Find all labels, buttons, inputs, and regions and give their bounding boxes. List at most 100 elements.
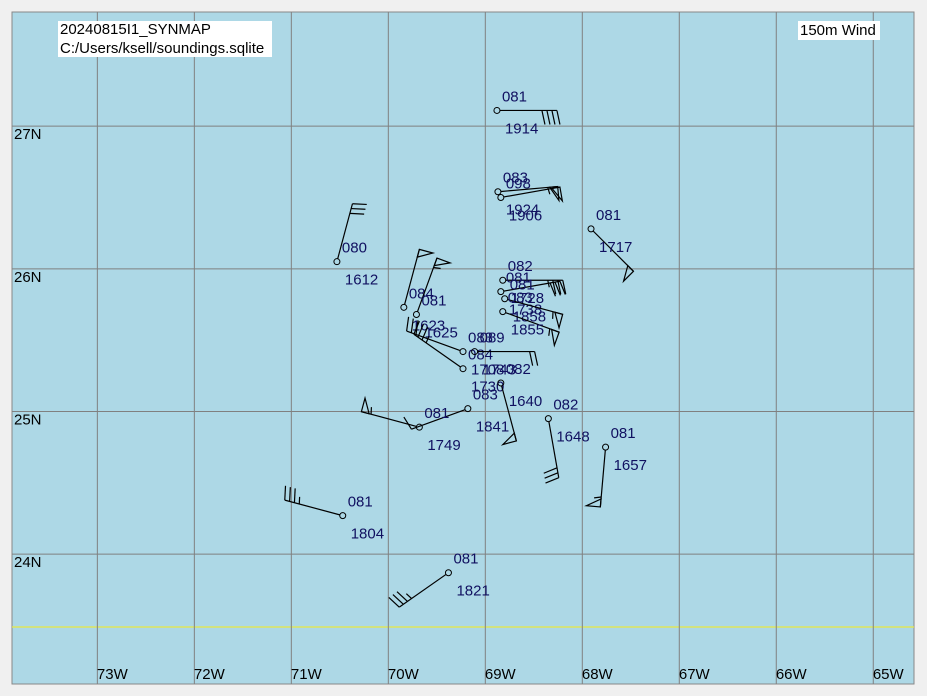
station-id: 081	[424, 405, 449, 422]
station-time: 1855	[511, 322, 544, 339]
lon-label: 70W	[388, 666, 420, 683]
station-time: 1648	[556, 429, 589, 446]
station-id: 083	[503, 170, 528, 187]
wind-barb	[503, 280, 566, 297]
station-marker	[544, 415, 552, 423]
station-marker	[499, 308, 507, 316]
lon-label: 71W	[291, 666, 323, 683]
barb-flag	[433, 257, 453, 267]
barb-full	[351, 207, 366, 210]
wind-barb	[584, 450, 606, 508]
barb-full	[289, 487, 291, 502]
station: 083 1855	[499, 290, 560, 348]
barb-full	[406, 316, 410, 332]
lat-label: 25N	[14, 411, 42, 428]
station-id: 081	[611, 425, 636, 442]
barb-full	[557, 280, 562, 295]
barb-full	[554, 281, 561, 296]
barb-flag	[550, 328, 560, 348]
station: 081 1738	[497, 270, 566, 319]
barb-flag	[500, 432, 518, 446]
station: 081 1717	[587, 207, 635, 284]
station-id: 081	[506, 270, 531, 287]
barb-full	[413, 320, 420, 335]
station-marker	[493, 106, 501, 114]
station: 081 1804	[284, 485, 384, 543]
station: 098 1906	[497, 175, 564, 224]
barb-flag	[416, 248, 436, 258]
station-time: 1657	[614, 457, 647, 474]
barb-shaft	[411, 409, 466, 430]
station-marker	[499, 276, 507, 284]
station-marker	[459, 348, 467, 356]
lat-label: 27N	[14, 126, 42, 143]
station-time: 1730	[471, 379, 504, 396]
barb-full	[417, 323, 425, 338]
station-time: 1708	[471, 362, 504, 379]
wind-barb	[507, 298, 564, 331]
lon-label: 72W	[194, 666, 226, 683]
wind-barb	[543, 421, 560, 484]
station: 083 1708	[406, 316, 504, 379]
station-time: 1906	[509, 207, 542, 224]
wind-barb	[360, 395, 417, 427]
station: 081 1821	[388, 551, 490, 608]
station-marker	[444, 569, 452, 577]
station: 081 1625	[412, 257, 458, 341]
station-marker	[501, 295, 509, 303]
station-time: 1858	[513, 309, 546, 326]
station: 081 1858	[501, 277, 564, 331]
map-source: C:/Users/ksell/soundings.sqlite	[60, 40, 264, 57]
station-marker	[412, 310, 420, 318]
wind-barb	[284, 485, 340, 516]
station-id: 081	[348, 494, 373, 511]
barb-full	[541, 110, 546, 125]
barb-full	[410, 318, 414, 333]
station-time: 1738	[509, 302, 542, 319]
barb-half	[548, 328, 551, 336]
station-time: 1743	[483, 362, 516, 379]
lon-label: 67W	[679, 666, 711, 683]
barb-full	[392, 594, 404, 605]
station-marker	[497, 288, 505, 296]
station-marker	[494, 188, 502, 196]
wind-barb	[404, 248, 436, 305]
barb-full	[556, 110, 561, 125]
barb-flag	[550, 186, 564, 203]
wind-barb	[505, 312, 560, 348]
barb-shaft	[501, 385, 517, 442]
station-id: 083	[468, 330, 493, 347]
station-marker	[464, 405, 472, 413]
lon-label: 73W	[97, 666, 129, 683]
barb-full	[388, 596, 400, 608]
station-id: 081	[596, 207, 621, 224]
station: 080 1612	[333, 203, 378, 289]
barb-shaft	[592, 230, 634, 272]
barb-shaft	[404, 249, 420, 305]
barb-full	[352, 203, 367, 206]
station-time: 1717	[599, 239, 632, 256]
barb-full	[543, 467, 558, 474]
barb-full	[421, 326, 429, 341]
barb-full	[559, 280, 566, 295]
station-marker	[400, 303, 408, 311]
barb-half	[433, 266, 441, 270]
station-marker	[497, 193, 505, 201]
station: 089 1743	[471, 330, 539, 379]
lon-label: 65W	[873, 666, 905, 683]
wind-barb	[592, 230, 635, 284]
station-id: 084	[468, 347, 493, 364]
station: 084 1623	[400, 248, 445, 334]
barb-full	[549, 282, 557, 297]
barb-flag	[622, 264, 635, 284]
station-id: 082	[506, 361, 531, 378]
station: 082 1648	[543, 397, 590, 484]
wind-barb	[499, 109, 561, 125]
barb-full	[293, 488, 296, 503]
station: 081 1914	[493, 88, 561, 137]
wind-barb	[416, 257, 453, 312]
station-id: 080	[342, 240, 367, 257]
station-id: 081	[510, 277, 535, 294]
station-marker	[471, 348, 479, 356]
